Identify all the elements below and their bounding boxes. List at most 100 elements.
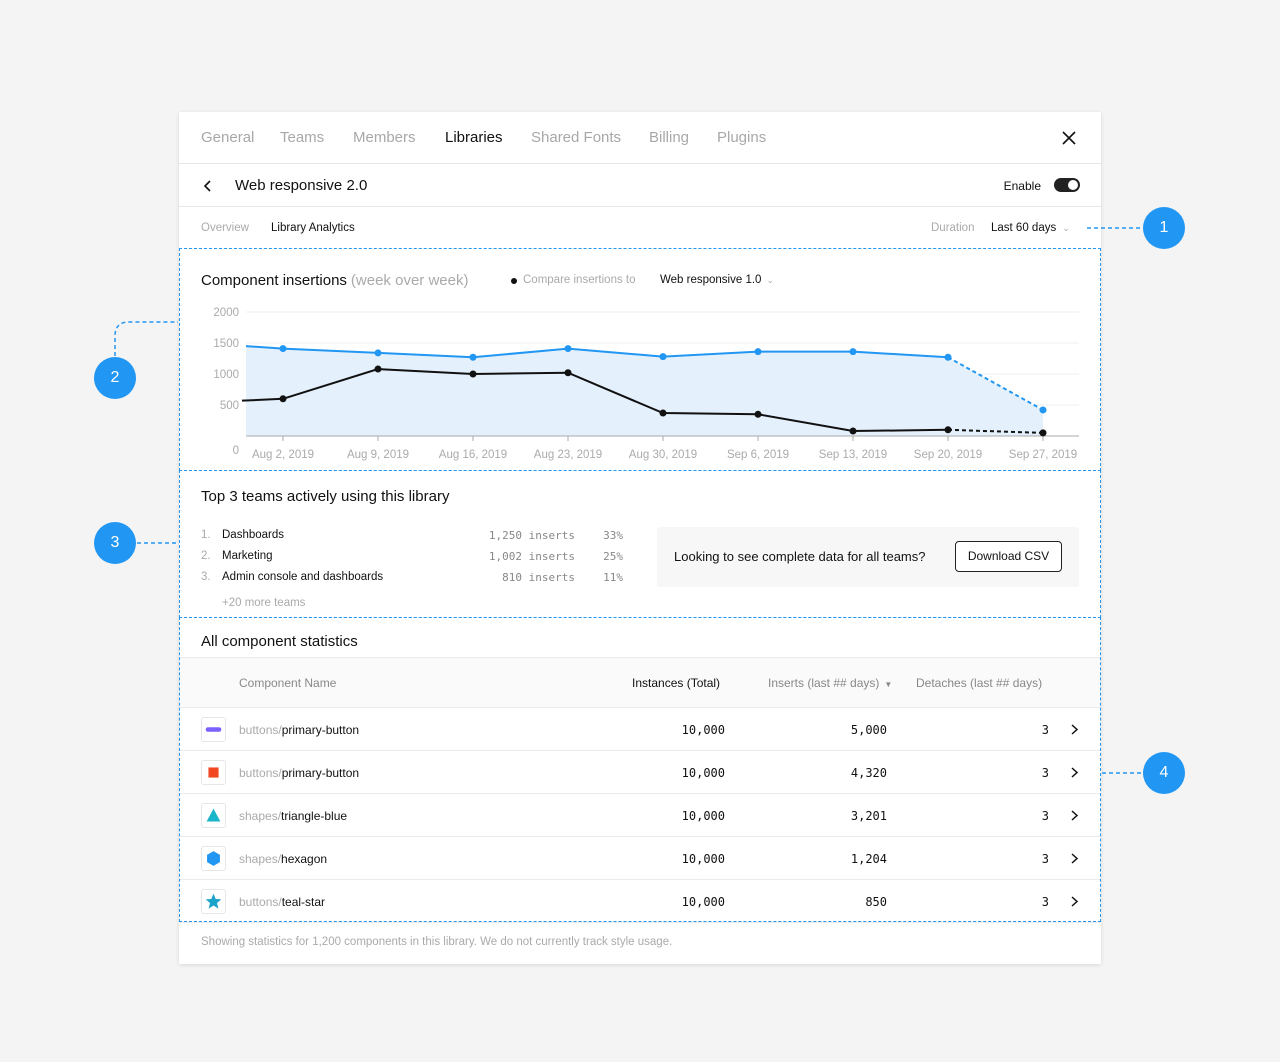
x-tick-label: Sep 6, 2019 bbox=[727, 449, 789, 461]
back-arrow-icon[interactable] bbox=[201, 178, 215, 194]
data-point bbox=[279, 395, 287, 403]
data-point bbox=[564, 345, 572, 353]
inserts-cell: 850 bbox=[865, 895, 887, 909]
x-tick-label: Aug 2, 2019 bbox=[252, 449, 314, 461]
library-title: Web responsive 2.0 bbox=[235, 177, 368, 194]
chevron-right-icon[interactable] bbox=[1069, 766, 1079, 779]
chevron-right-icon[interactable] bbox=[1069, 809, 1079, 822]
team-inserts: 1,002 inserts bbox=[488, 550, 575, 563]
table-row[interactable]: buttons/primary-button 10,000 5,000 3 bbox=[179, 708, 1101, 751]
component-prefix: buttons/ bbox=[239, 723, 282, 737]
chart-title-muted: (week over week) bbox=[350, 272, 469, 289]
tab-libraries[interactable]: Libraries bbox=[445, 129, 503, 146]
duration-select[interactable]: Last 60 days ⌄ bbox=[991, 222, 1070, 234]
chart-title: Component insertions (week over week) bbox=[201, 272, 468, 289]
chevron-down-icon: ⌄ bbox=[1062, 223, 1070, 233]
instances-cell: 10,000 bbox=[681, 766, 725, 780]
team-row: 2. Marketing 1,002 inserts 25% bbox=[201, 550, 631, 566]
x-tick-label: Sep 27, 2019 bbox=[1009, 449, 1077, 461]
library-header: Web responsive 2.0 Enable bbox=[179, 164, 1101, 207]
compare-label: Compare insertions to bbox=[523, 274, 636, 286]
stats-table-header: Component Name Instances (Total) Inserts… bbox=[179, 657, 1101, 708]
team-name: Marketing bbox=[222, 550, 273, 562]
table-row[interactable]: buttons/teal-star 10,000 850 3 bbox=[179, 880, 1101, 923]
chevron-right-icon[interactable] bbox=[1069, 852, 1079, 865]
tab-general[interactable]: General bbox=[201, 129, 255, 146]
component-name: buttons/teal-star bbox=[239, 895, 325, 909]
detaches-cell: 3 bbox=[1041, 723, 1049, 737]
col-detaches[interactable]: Detaches (last ## days) bbox=[916, 676, 1043, 690]
compare-select[interactable]: Web responsive 1.0 ⌄ bbox=[660, 274, 774, 286]
data-point bbox=[469, 370, 477, 378]
x-tick-label: Aug 23, 2019 bbox=[534, 449, 602, 461]
col-instances[interactable]: Instances (Total) bbox=[632, 676, 721, 690]
teal-star-icon bbox=[201, 889, 226, 914]
stats-table-body: buttons/primary-button 10,000 5,000 3 button… bbox=[179, 708, 1101, 922]
chart-title-main: Component insertions bbox=[201, 272, 347, 289]
data-point bbox=[1039, 429, 1047, 437]
annotation-badge-1: 1 bbox=[1143, 207, 1185, 249]
compare-legend-dot bbox=[511, 278, 517, 284]
data-point bbox=[944, 353, 952, 361]
toggle-knob bbox=[1068, 180, 1078, 190]
library-subnav: Overview Library Analytics Duration Last… bbox=[179, 207, 1101, 250]
subtab-overview[interactable]: Overview bbox=[201, 222, 249, 234]
settings-modal: General Teams Members Libraries Shared F… bbox=[179, 112, 1101, 964]
col-inserts[interactable]: Inserts (last ## days) ▼ bbox=[768, 676, 892, 690]
table-row[interactable]: buttons/primary-button 10,000 4,320 3 bbox=[179, 751, 1101, 794]
y-tick-label: 500 bbox=[220, 400, 239, 412]
detaches-cell: 3 bbox=[1041, 895, 1049, 909]
chevron-right-icon[interactable] bbox=[1069, 895, 1079, 908]
component-prefix: shapes/ bbox=[239, 852, 282, 866]
detaches-cell: 3 bbox=[1041, 809, 1049, 823]
insertions-chart-section: Component insertions (week over week) Com… bbox=[179, 250, 1101, 472]
table-row[interactable]: shapes/triangle-blue 10,000 3,201 3 bbox=[179, 794, 1101, 837]
team-rank: 3. bbox=[201, 571, 211, 583]
insertions-line-chart: 2000 1500 1000 500 0 Aug 2, 2019 Aug 9, 2019 Au… bbox=[213, 307, 1079, 461]
team-inserts: 1,250 inserts bbox=[488, 529, 575, 542]
col-component-name[interactable]: Component Name bbox=[239, 676, 337, 690]
component-label: primary-button bbox=[281, 766, 360, 780]
tab-plugins[interactable]: Plugins bbox=[717, 129, 767, 146]
data-point bbox=[754, 348, 762, 356]
annotation-badge-4: 4 bbox=[1143, 752, 1185, 794]
tab-shared-fonts[interactable]: Shared Fonts bbox=[531, 129, 622, 146]
data-point bbox=[849, 348, 857, 356]
component-name: shapes/hexagon bbox=[239, 852, 327, 866]
duration-label: Duration bbox=[931, 222, 975, 234]
chevron-down-icon: ⌄ bbox=[766, 275, 774, 285]
team-inserts: 810 inserts bbox=[502, 571, 575, 584]
data-point bbox=[1039, 406, 1047, 414]
tab-billing[interactable]: Billing bbox=[649, 129, 690, 146]
subtab-library-analytics[interactable]: Library Analytics bbox=[271, 222, 355, 234]
enable-toggle[interactable] bbox=[1054, 178, 1080, 192]
team-row: 1. Dashboards 1,250 inserts 33% bbox=[201, 529, 631, 545]
inserts-cell: 1,204 bbox=[850, 852, 887, 866]
download-csv-button[interactable]: Download CSV bbox=[955, 541, 1062, 572]
data-point bbox=[659, 409, 667, 417]
y-tick-label: 2000 bbox=[213, 307, 239, 319]
table-row[interactable]: shapes/hexagon 10,000 1,204 3 bbox=[179, 837, 1101, 880]
data-point bbox=[944, 426, 952, 434]
component-name: buttons/primary-button bbox=[239, 766, 359, 780]
component-label: teal-star bbox=[281, 895, 326, 909]
tab-teams[interactable]: Teams bbox=[280, 129, 325, 146]
duration-value: Last 60 days bbox=[991, 222, 1057, 234]
series-area bbox=[246, 346, 1043, 436]
settings-tabs: General Teams Members Libraries Shared F… bbox=[179, 112, 1101, 164]
series-projection-line bbox=[947, 428, 1044, 434]
footer-text: Showing statistics for 1,200 components … bbox=[201, 936, 673, 948]
more-teams-link[interactable]: +20 more teams bbox=[222, 597, 306, 609]
close-icon[interactable] bbox=[1059, 128, 1079, 148]
chevron-right-icon[interactable] bbox=[1069, 723, 1079, 736]
component-stats-section: All component statistics Component Name … bbox=[179, 617, 1101, 922]
data-point bbox=[659, 353, 667, 361]
y-tick-label: 1000 bbox=[213, 369, 239, 381]
enable-label: Enable bbox=[1003, 179, 1041, 193]
top-teams-title: Top 3 teams actively using this library bbox=[201, 488, 450, 505]
annotation-badge-3: 3 bbox=[94, 522, 136, 564]
data-point bbox=[564, 369, 572, 377]
tab-members[interactable]: Members bbox=[353, 129, 416, 146]
data-point bbox=[374, 349, 382, 357]
component-name: shapes/triangle-blue bbox=[239, 809, 347, 823]
